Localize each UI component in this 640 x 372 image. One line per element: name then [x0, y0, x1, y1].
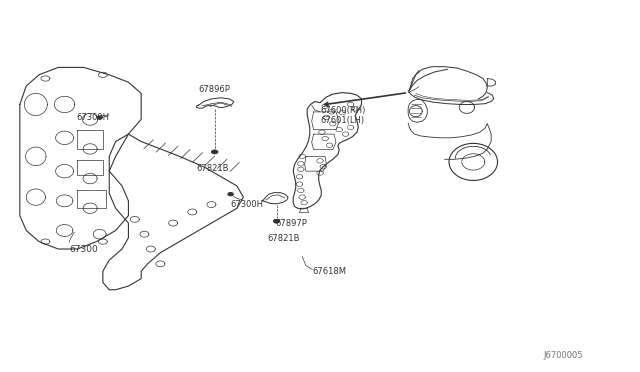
- Text: J6700005: J6700005: [543, 351, 583, 360]
- Text: 67897P: 67897P: [275, 219, 307, 228]
- Text: 67896P: 67896P: [198, 85, 230, 94]
- Text: 67300H: 67300H: [76, 113, 109, 122]
- Polygon shape: [228, 193, 233, 196]
- Polygon shape: [212, 150, 217, 153]
- Polygon shape: [97, 116, 102, 119]
- Text: 67601(LH): 67601(LH): [320, 116, 364, 125]
- Text: 67618M: 67618M: [312, 267, 346, 276]
- Text: 67821B: 67821B: [196, 164, 229, 173]
- Text: 67600(RH): 67600(RH): [320, 106, 365, 115]
- Polygon shape: [274, 220, 279, 223]
- Text: 67821B: 67821B: [268, 234, 300, 243]
- Text: 67300H: 67300H: [230, 200, 264, 209]
- Text: 67300: 67300: [69, 244, 98, 253]
- Text: J6700005: J6700005: [543, 351, 583, 360]
